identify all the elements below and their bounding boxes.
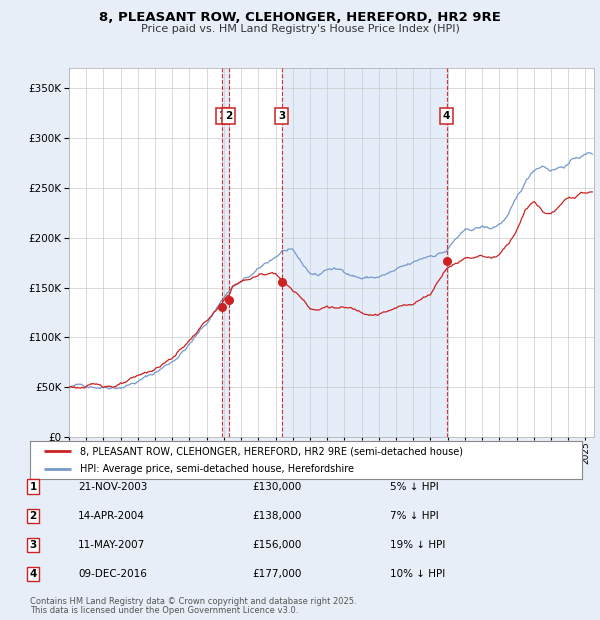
Text: 7% ↓ HPI: 7% ↓ HPI	[390, 511, 439, 521]
Text: 10% ↓ HPI: 10% ↓ HPI	[390, 569, 445, 579]
Bar	[282, 68, 446, 437]
Text: 5% ↓ HPI: 5% ↓ HPI	[390, 482, 439, 492]
Text: £138,000: £138,000	[252, 511, 301, 521]
Text: 4: 4	[29, 569, 37, 579]
Text: 8, PLEASANT ROW, CLEHONGER, HEREFORD, HR2 9RE (semi-detached house): 8, PLEASANT ROW, CLEHONGER, HEREFORD, HR…	[80, 446, 463, 456]
Text: 14-APR-2004: 14-APR-2004	[78, 511, 145, 521]
Text: Price paid vs. HM Land Registry's House Price Index (HPI): Price paid vs. HM Land Registry's House …	[140, 24, 460, 33]
Text: 1: 1	[29, 482, 37, 492]
Text: 21-NOV-2003: 21-NOV-2003	[78, 482, 148, 492]
Bar	[222, 68, 229, 437]
Text: 1: 1	[218, 111, 226, 121]
Text: 2: 2	[29, 511, 37, 521]
Text: This data is licensed under the Open Government Licence v3.0.: This data is licensed under the Open Gov…	[30, 606, 298, 615]
Text: 11-MAY-2007: 11-MAY-2007	[78, 540, 145, 550]
Text: 2: 2	[225, 111, 232, 121]
Text: 8, PLEASANT ROW, CLEHONGER, HEREFORD, HR2 9RE: 8, PLEASANT ROW, CLEHONGER, HEREFORD, HR…	[99, 11, 501, 24]
Text: £156,000: £156,000	[252, 540, 301, 550]
Text: £177,000: £177,000	[252, 569, 301, 579]
Text: HPI: Average price, semi-detached house, Herefordshire: HPI: Average price, semi-detached house,…	[80, 464, 353, 474]
Text: 09-DEC-2016: 09-DEC-2016	[78, 569, 147, 579]
Text: 4: 4	[443, 111, 451, 121]
Text: 3: 3	[29, 540, 37, 550]
Text: 3: 3	[278, 111, 286, 121]
Text: 19% ↓ HPI: 19% ↓ HPI	[390, 540, 445, 550]
Text: £130,000: £130,000	[252, 482, 301, 492]
Text: Contains HM Land Registry data © Crown copyright and database right 2025.: Contains HM Land Registry data © Crown c…	[30, 597, 356, 606]
